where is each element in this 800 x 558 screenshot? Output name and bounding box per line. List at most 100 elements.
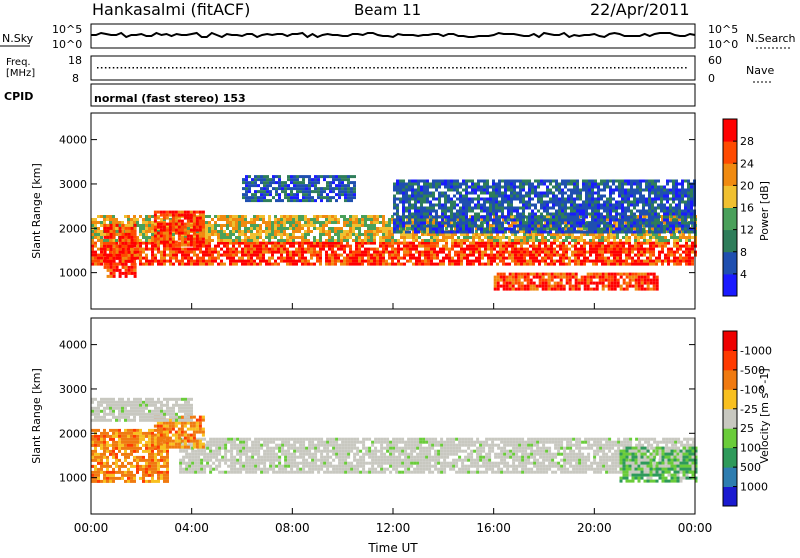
heatmap-cell xyxy=(325,250,328,254)
heatmap-cell xyxy=(323,178,326,182)
heatmap-cell xyxy=(429,203,432,207)
heatmap-cell xyxy=(576,194,579,198)
heatmap-cell xyxy=(675,185,678,189)
heatmap-cell xyxy=(165,237,169,241)
heatmap-cell xyxy=(399,185,402,189)
heatmap-cell xyxy=(475,233,478,236)
heatmap-cell xyxy=(262,256,265,260)
frequency-point xyxy=(199,67,202,69)
heatmap-cell xyxy=(307,239,310,242)
heatmap-cell xyxy=(299,199,302,203)
heatmap-cell xyxy=(190,259,193,263)
heatmap-cell xyxy=(442,239,445,242)
heatmap-cell xyxy=(220,230,223,233)
heatmap-cell xyxy=(393,185,396,189)
heatmap-cell xyxy=(97,215,100,218)
heatmap-cell xyxy=(652,247,655,251)
heatmap-cell xyxy=(220,247,223,251)
heatmap-cell xyxy=(352,227,355,230)
heatmap-cell xyxy=(214,224,217,227)
heatmap-cell xyxy=(311,199,314,203)
heatmap-cell xyxy=(588,224,591,228)
heatmap-cell xyxy=(630,179,633,183)
heatmap-cell xyxy=(582,206,585,210)
heatmap-cell xyxy=(451,256,454,260)
heatmap-cell xyxy=(501,179,504,183)
heatmap-cell xyxy=(576,185,579,189)
heatmap-cell xyxy=(414,206,417,210)
heatmap-cell xyxy=(411,215,414,219)
heatmap-cell xyxy=(241,215,244,218)
heatmap-cell xyxy=(591,197,594,201)
heatmap-cell xyxy=(136,221,139,224)
heatmap-cell xyxy=(673,233,676,236)
heatmap-cell xyxy=(630,191,633,195)
heatmap-cell xyxy=(558,224,561,228)
heatmap-cell xyxy=(445,224,448,227)
heatmap-cell xyxy=(253,253,256,257)
heatmap-cell xyxy=(350,187,353,191)
heatmap-cell xyxy=(505,250,508,254)
heatmap-cell xyxy=(652,236,655,239)
heatmap-cell xyxy=(427,218,430,221)
heatmap-cell xyxy=(589,247,592,251)
heatmap-cell xyxy=(350,196,353,200)
frequency-point xyxy=(389,67,391,69)
heatmap-cell xyxy=(241,233,244,236)
frequency-point xyxy=(156,67,158,69)
heatmap-cell xyxy=(550,247,553,251)
heatmap-cell xyxy=(609,206,612,210)
heatmap-cell xyxy=(217,218,220,221)
heatmap-cell xyxy=(498,209,501,213)
heatmap-cell xyxy=(549,179,552,183)
heatmap-cell xyxy=(130,218,133,221)
heatmap-cell xyxy=(295,253,298,257)
heatmap-cell xyxy=(628,250,631,254)
heatmap-cell xyxy=(469,250,472,254)
heatmap-cell xyxy=(157,230,160,233)
heatmap-cell xyxy=(463,233,466,236)
heatmap-cell xyxy=(202,262,205,266)
heatmap-cell xyxy=(522,203,525,207)
heatmap-cell xyxy=(91,241,94,245)
heatmap-cell xyxy=(411,227,414,231)
heatmap-cell xyxy=(495,197,498,201)
heatmap-cell xyxy=(292,227,295,230)
heatmap-cell xyxy=(676,230,679,233)
heatmap-cell xyxy=(519,194,522,198)
heatmap-cell xyxy=(498,200,501,204)
heatmap-cell xyxy=(486,191,489,195)
heatmap-cell xyxy=(468,221,471,225)
heatmap-cell xyxy=(196,259,199,263)
heatmap-cell xyxy=(505,241,508,245)
heatmap-cell xyxy=(550,236,553,239)
heatmap-cell xyxy=(151,236,154,239)
heatmap-cell xyxy=(133,244,136,248)
heatmap-cell xyxy=(454,259,457,263)
heatmap-cell xyxy=(278,178,281,182)
heatmap-cell xyxy=(663,203,666,207)
heatmap-cell xyxy=(121,265,125,269)
heatmap-cell xyxy=(592,247,595,251)
heatmap-cell xyxy=(403,241,406,245)
heatmap-cell xyxy=(501,227,504,231)
heatmap-cell xyxy=(145,221,148,224)
heatmap-cell xyxy=(355,239,358,242)
heatmap-cell xyxy=(293,187,296,191)
heatmap-cell xyxy=(573,218,576,222)
heatmap-cell xyxy=(480,197,483,201)
heatmap-cell xyxy=(307,241,310,245)
heatmap-cell xyxy=(607,241,610,245)
heatmap-cell xyxy=(154,256,157,260)
heatmap-cell xyxy=(165,216,169,220)
heatmap-cell xyxy=(615,206,618,210)
heatmap-cell xyxy=(214,215,217,218)
heatmap-cell xyxy=(391,253,394,257)
heatmap-cell xyxy=(463,256,466,260)
frequency-point xyxy=(653,67,655,69)
heatmap-cell xyxy=(664,244,667,248)
heatmap-cell xyxy=(615,203,618,207)
heatmap-cell xyxy=(679,253,682,257)
heatmap-cell xyxy=(651,212,654,216)
heatmap-cell xyxy=(564,197,567,201)
